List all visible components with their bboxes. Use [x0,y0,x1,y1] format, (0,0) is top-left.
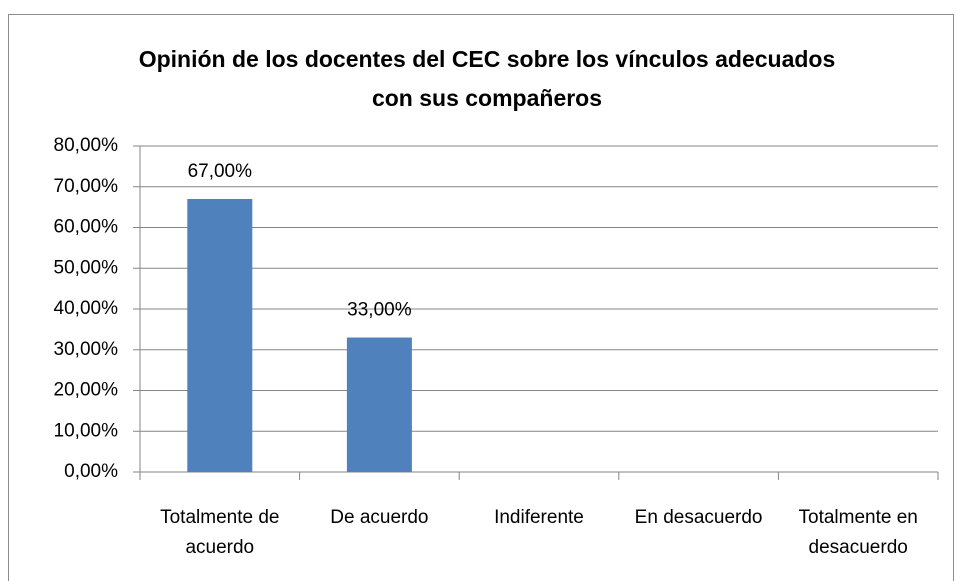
y-tick-label: 40,00% [54,298,119,319]
y-tick-label: 0,00% [64,461,118,482]
x-tick-label: Totalmente de acuerdo [160,507,280,558]
chart-title: Opinión de los docentes del CEC sobre lo… [138,46,836,111]
y-tick-label: 10,00% [54,420,119,441]
bar [187,198,253,472]
y-tick-label: 80,00% [54,135,119,156]
bar [346,337,412,472]
y-tick-label: 60,00% [54,217,119,238]
x-tick-label: Totalmente en desacuerdo [798,507,918,558]
y-tick-label: 50,00% [54,257,119,278]
x-tick-label: En desacuerdo [634,507,763,528]
chart-border [8,14,954,581]
x-tick-label: De acuerdo [330,507,429,528]
data-label: 33,00% [347,300,412,321]
y-tick-label: 20,00% [54,380,119,401]
y-tick-label: 70,00% [54,176,119,197]
x-tick-label: Indiferente [494,507,584,528]
y-tick-label: 30,00% [54,339,119,360]
data-label: 67,00% [188,161,253,182]
